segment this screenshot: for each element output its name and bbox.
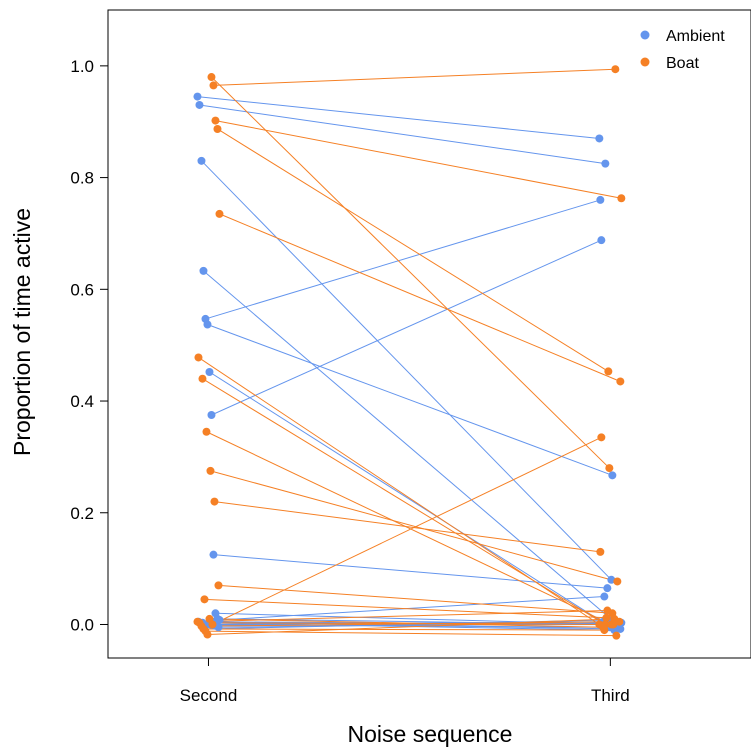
ambient-point-second [207, 411, 216, 419]
boat-point-third [597, 433, 606, 442]
ambient-point-second [215, 616, 224, 625]
boat-line [206, 431, 612, 625]
boat-point-third [605, 464, 614, 473]
y-tick-label: 0.6 [70, 280, 94, 299]
boat-line [203, 628, 605, 631]
legend: Ambient Boat [640, 28, 725, 72]
plot-area [107, 9, 751, 659]
boat-line [217, 128, 609, 372]
boat-line [214, 501, 601, 553]
legend-label-ambient: Ambient [666, 28, 725, 45]
boat-point-second [206, 466, 215, 475]
boat-point-third [617, 194, 626, 203]
boat-point-third [604, 367, 613, 376]
boat-point-third [610, 614, 619, 623]
boat-line [219, 213, 621, 382]
boat-point-second [215, 209, 224, 218]
boat-line [212, 436, 602, 625]
ambient-line [213, 554, 608, 589]
ambient-point-third [616, 624, 625, 633]
y-tick-label: 0.8 [70, 169, 94, 188]
x-tick-label: Second [180, 686, 238, 705]
boat-point-second [198, 374, 207, 383]
ambient-line [197, 96, 600, 139]
boat-line [207, 618, 615, 636]
y-tick-label: 0.4 [70, 392, 94, 411]
boat-line [201, 621, 620, 627]
ambient-line [203, 270, 618, 625]
y-tick-label: 0.2 [70, 504, 94, 523]
boat-line [209, 618, 604, 628]
legend-marker-boat [640, 57, 650, 67]
boat-point-second [211, 116, 220, 125]
x-axis: Second Third [180, 658, 630, 705]
ambient-line [199, 104, 606, 165]
ambient-point-third [607, 575, 616, 584]
legend-label-boat: Boat [666, 55, 699, 72]
boat-point-second [213, 124, 222, 133]
boat-line [210, 470, 618, 582]
ambient-line [201, 160, 612, 581]
boat-point-third [603, 606, 612, 615]
boat-point-second [214, 581, 223, 590]
ambient-line [205, 199, 601, 320]
ambient-point-second [214, 623, 223, 632]
ambient-point-third [608, 471, 617, 480]
boat-point-second [207, 73, 216, 82]
ambient-point-third [603, 584, 612, 593]
x-tick-label: Third [591, 686, 630, 705]
series-lines [197, 68, 622, 637]
ambient-line [207, 324, 613, 476]
ambient-point-second [205, 367, 214, 376]
boat-point-second [209, 81, 218, 90]
ambient-point-second [203, 320, 212, 329]
y-axis-title: Proportion of time active [9, 208, 35, 456]
ambient-line [211, 239, 602, 416]
boat-line [204, 598, 607, 619]
ambient-point-third [601, 159, 610, 168]
boat-line [202, 378, 606, 625]
boat-point-third [599, 623, 608, 632]
boat-point-second [203, 630, 212, 639]
boat-point-third [616, 377, 625, 386]
ambient-line [219, 596, 605, 621]
boat-point-second [202, 427, 211, 436]
ambient-point-second [197, 156, 206, 165]
ambient-point-second [195, 100, 204, 109]
x-axis-title: Noise sequence [348, 721, 513, 747]
ambient-point-second [199, 266, 208, 275]
boat-line [211, 76, 610, 469]
ambient-point-third [595, 134, 604, 143]
boat-point-second [194, 353, 203, 362]
y-axis: 0.0 0.2 0.4 0.6 0.8 1.0 [70, 57, 109, 634]
series-points [193, 65, 626, 640]
boat-line [213, 68, 616, 86]
ambient-point-third [600, 592, 609, 601]
boat-point-second [200, 595, 209, 604]
ambient-point-third [596, 195, 605, 204]
ambient-point-second [193, 92, 202, 101]
ambient-point-second [209, 550, 218, 559]
boat-point-third [611, 65, 620, 74]
y-tick-label: 0.0 [70, 615, 94, 634]
boat-point-third [612, 631, 621, 640]
legend-marker-ambient [640, 30, 650, 40]
boat-point-third [613, 577, 622, 586]
y-tick-label: 1.0 [70, 57, 94, 76]
boat-point-second [205, 614, 214, 623]
boat-point-third [596, 547, 605, 556]
boat-point-second [210, 497, 219, 506]
boat-line [215, 120, 622, 199]
boat-point-third [602, 613, 611, 622]
ambient-point-third [597, 236, 606, 245]
